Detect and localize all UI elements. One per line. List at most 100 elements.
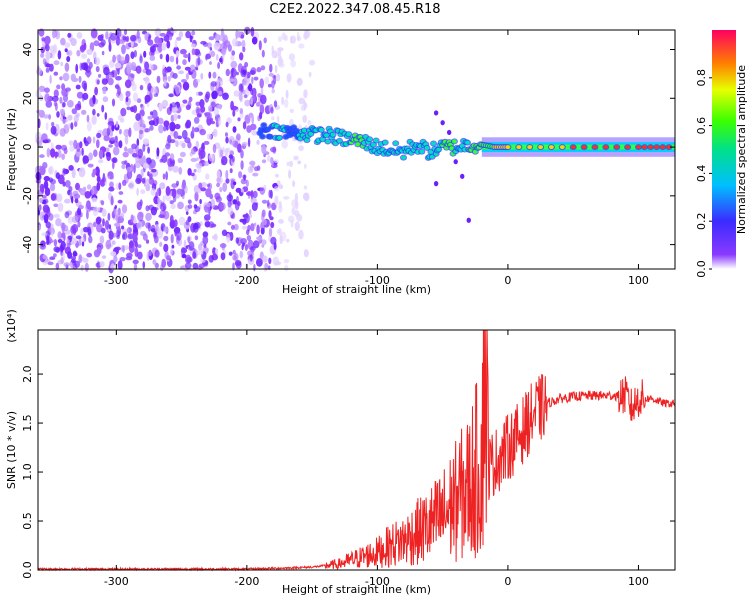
noise-speckle <box>53 71 59 76</box>
noise-speckle <box>240 238 247 245</box>
snr-frame <box>37 329 676 571</box>
noise-speckle <box>197 91 203 96</box>
noise-speckle <box>213 42 221 51</box>
noise-speckle <box>248 209 252 215</box>
noise-speckle <box>241 244 244 251</box>
noise-speckle <box>297 160 302 165</box>
noise-speckle <box>120 107 127 117</box>
noise-speckle <box>178 216 186 226</box>
noise-speckle <box>124 79 132 89</box>
noise-speckle <box>193 169 197 173</box>
noise-speckle <box>112 54 116 63</box>
noise-speckle <box>49 74 52 84</box>
signal-blob <box>625 145 630 150</box>
noise-speckle <box>78 75 82 83</box>
noise-speckle <box>277 58 284 66</box>
colorbar: 0.0 0.2 0.4 0.6 0.8 Normalized spectral ampli… <box>695 30 748 278</box>
noise-speckle <box>200 258 206 263</box>
noise-speckle <box>165 53 170 63</box>
noise-speckle <box>190 157 198 162</box>
noise-speckle <box>214 33 221 42</box>
noise-speckle <box>243 94 248 99</box>
noise-speckle <box>144 128 151 133</box>
noise-speckle <box>249 214 253 219</box>
noise-speckle <box>50 193 57 201</box>
noise-speckle <box>175 140 179 148</box>
signal-blob <box>330 132 336 137</box>
noise-speckle <box>40 240 46 247</box>
noise-speckle <box>62 118 66 125</box>
noise-speckle <box>185 30 192 39</box>
noise-speckle <box>259 111 263 120</box>
noise-speckle <box>107 171 114 180</box>
colorbar-tick-label: 0.4 <box>695 165 708 183</box>
noise-speckle <box>170 139 176 144</box>
signal-tail <box>446 129 452 136</box>
noise-speckle <box>55 30 61 40</box>
noise-speckle <box>91 115 97 125</box>
noise-speckle <box>219 202 226 211</box>
noise-speckle <box>277 227 282 236</box>
noise-speckle <box>64 180 71 188</box>
noise-speckle <box>64 48 68 53</box>
noise-speckle <box>241 141 248 147</box>
noise-speckle <box>154 224 160 232</box>
noise-speckle <box>66 56 71 62</box>
noise-speckle <box>133 163 136 174</box>
noise-speckle <box>81 109 87 115</box>
noise-speckle <box>292 180 296 188</box>
noise-speckle <box>228 78 235 82</box>
noise-speckle <box>286 238 290 243</box>
noise-speckle <box>145 183 151 192</box>
noise-speckle <box>271 158 274 167</box>
noise-speckle <box>206 133 212 140</box>
noise-speckle <box>180 48 187 55</box>
noise-speckle <box>142 138 150 145</box>
noise-speckle <box>145 69 152 76</box>
noise-speckle <box>137 244 142 249</box>
noise-speckle <box>43 213 49 223</box>
noise-speckle <box>271 80 275 89</box>
noise-speckle <box>244 243 248 251</box>
noise-speckle <box>194 191 199 202</box>
signal-tail <box>433 110 439 116</box>
noise-speckle <box>96 176 101 183</box>
noise-speckle <box>235 237 239 244</box>
noise-speckle <box>137 251 143 260</box>
noise-speckle <box>191 48 196 56</box>
noise-speckle <box>260 65 266 71</box>
noise-speckle <box>74 260 80 268</box>
noise-speckle <box>212 143 217 154</box>
noise-speckle <box>171 188 177 199</box>
noise-speckle <box>163 243 169 253</box>
noise-speckle <box>123 128 130 138</box>
noise-speckle <box>247 83 253 92</box>
noise-speckle <box>60 240 66 251</box>
noise-speckle <box>200 40 207 45</box>
noise-speckle <box>182 99 188 104</box>
noise-speckle <box>268 257 272 264</box>
signal-blob <box>346 132 352 137</box>
noise-speckle <box>230 54 235 61</box>
noise-speckle <box>252 190 258 198</box>
noise-speckle <box>71 215 79 224</box>
noise-speckle <box>196 113 202 118</box>
noise-speckle <box>93 40 100 47</box>
noise-speckle <box>41 194 47 199</box>
noise-speckle <box>52 29 56 39</box>
x-tick-label: -300 <box>104 575 129 588</box>
signal-tail <box>466 217 471 223</box>
noise-speckle <box>211 235 218 240</box>
signal-blob <box>325 139 331 144</box>
noise-speckle <box>278 204 283 213</box>
noise-speckle <box>185 254 192 264</box>
noise-speckle <box>115 182 120 190</box>
noise-speckle <box>70 37 77 47</box>
noise-speckle <box>64 198 71 204</box>
noise-speckle <box>166 40 171 49</box>
noise-speckle <box>174 229 177 237</box>
noise-speckle <box>170 248 173 256</box>
noise-speckle <box>165 186 171 196</box>
noise-speckle <box>286 161 291 167</box>
noise-speckle <box>45 51 51 60</box>
